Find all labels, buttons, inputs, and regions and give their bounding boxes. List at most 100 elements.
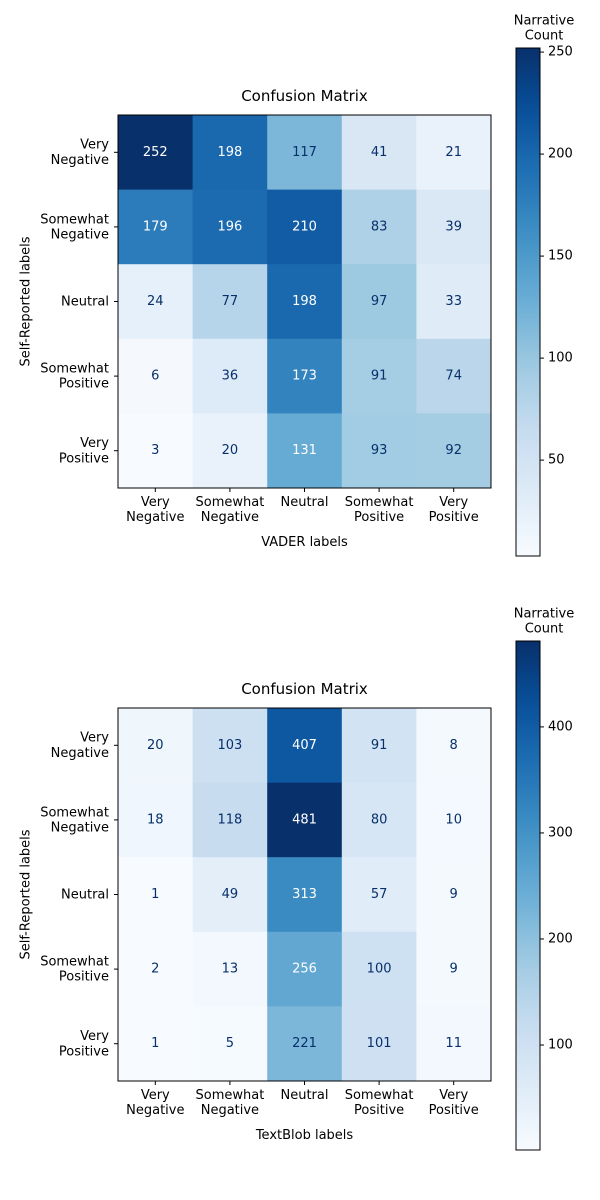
heatmap-cell xyxy=(267,931,343,1007)
cell-value-label: 11 xyxy=(445,1036,462,1051)
cell-value-label: 24 xyxy=(147,294,164,309)
heatmap-cell xyxy=(341,189,417,265)
y-tick-label: Neutral xyxy=(61,887,109,902)
heatmap-cell xyxy=(416,708,492,783)
x-tick-label: Somewhat Positive xyxy=(345,1088,414,1118)
cell-value-label: 256 xyxy=(292,962,317,977)
cell-value-label: 83 xyxy=(371,219,388,234)
heatmap-cell xyxy=(118,708,193,783)
y-tick-label: Very Positive xyxy=(59,1029,109,1059)
heatmap-cell xyxy=(192,413,268,489)
x-tick-label: Somewhat Positive xyxy=(345,495,414,525)
heatmap-cell xyxy=(118,189,193,265)
heatmap-cell xyxy=(341,1006,417,1082)
heatmap-cell xyxy=(341,782,417,858)
heatmap-cell xyxy=(416,115,492,190)
heatmap-cell xyxy=(192,931,268,1007)
cell-value-label: 103 xyxy=(217,738,242,753)
cell-value-label: 100 xyxy=(367,962,392,977)
cell-value-label: 57 xyxy=(371,887,388,902)
colorbar xyxy=(515,640,541,1151)
colorbar-tick-label: 150 xyxy=(548,249,573,264)
cell-value-label: 101 xyxy=(367,1036,392,1051)
heatmap-cell xyxy=(267,338,343,414)
y-axis-label: Self-Reported labels xyxy=(19,236,34,366)
cell-value-label: 1 xyxy=(151,1036,159,1051)
cell-value-label: 117 xyxy=(292,145,317,160)
cell-value-label: 91 xyxy=(371,738,388,753)
heatmap-cell xyxy=(267,189,343,265)
heatmap-cell xyxy=(192,115,268,190)
heatmap-cell xyxy=(118,264,193,340)
y-tick-label: Very Positive xyxy=(59,436,109,466)
colorbar-label: Narrative Count xyxy=(514,606,575,636)
chart-title: Confusion Matrix xyxy=(241,87,368,105)
x-tick-label: Neutral xyxy=(281,1088,329,1103)
heatmap-cell xyxy=(267,708,343,783)
cell-value-label: 2 xyxy=(151,962,159,977)
cell-value-label: 131 xyxy=(292,443,317,458)
cell-value-label: 198 xyxy=(292,294,317,309)
cell-value-label: 5 xyxy=(226,1036,234,1051)
heatmap-cell xyxy=(341,708,417,783)
x-axis-label: TextBlob labels xyxy=(255,1128,354,1143)
chart-title: Confusion Matrix xyxy=(241,680,368,698)
cell-value-label: 3 xyxy=(151,443,159,458)
y-tick-label: Somewhat Negative xyxy=(40,212,109,242)
heatmap-cell xyxy=(267,1006,343,1082)
heatmap-cell xyxy=(118,115,193,190)
x-tick-label: Very Negative xyxy=(126,495,184,525)
x-tick-label: Very Positive xyxy=(429,495,479,525)
y-tick-label: Very Negative xyxy=(51,137,110,167)
heatmap-cell xyxy=(267,264,343,340)
heatmap-cell xyxy=(192,782,268,858)
heatmap-cell xyxy=(341,264,417,340)
heatmap-cell xyxy=(341,338,417,414)
cell-value-label: 210 xyxy=(292,219,317,234)
cell-value-label: 313 xyxy=(292,887,317,902)
y-tick-label: Neutral xyxy=(61,294,109,309)
cell-value-label: 198 xyxy=(217,145,242,160)
heatmap-cell xyxy=(192,857,268,933)
cell-value-label: 92 xyxy=(445,443,462,458)
colorbar-tick-label: 100 xyxy=(548,1038,573,1053)
cell-value-label: 173 xyxy=(292,369,317,384)
confusion-matrix-textblob: 20 103 407 91 818 118 481 80 101 49 313 57 92 13 256 10… xyxy=(19,606,575,1151)
heatmap-cell xyxy=(341,115,417,190)
x-tick-label: Somewhat Negative xyxy=(195,495,264,525)
x-tick-label: Somewhat Negative xyxy=(195,1088,264,1118)
cell-value-label: 74 xyxy=(445,369,462,384)
heatmap-cell xyxy=(118,857,193,933)
heatmap-cell xyxy=(267,413,343,489)
y-tick-label: Somewhat Positive xyxy=(40,954,109,984)
cell-value-label: 196 xyxy=(217,219,242,234)
cell-value-label: 36 xyxy=(222,369,239,384)
heatmap-cell xyxy=(267,782,343,858)
y-tick-label: Somewhat Negative xyxy=(40,805,109,835)
cell-value-label: 77 xyxy=(222,294,239,309)
heatmap-cell xyxy=(416,782,492,858)
colorbar-tick-label: 200 xyxy=(548,931,573,946)
colorbar-tick-label: 200 xyxy=(548,147,573,162)
heatmap-cell xyxy=(118,931,193,1007)
x-tick-label: Neutral xyxy=(281,495,329,510)
heatmap-cell xyxy=(118,413,193,489)
colorbar xyxy=(515,47,541,557)
y-tick-label: Very Negative xyxy=(51,730,110,760)
heatmap-cell xyxy=(341,413,417,489)
cell-value-label: 1 xyxy=(151,887,159,902)
heatmap-cell xyxy=(192,338,268,414)
cell-value-label: 49 xyxy=(222,887,239,902)
cell-value-label: 41 xyxy=(371,145,388,160)
cell-value-label: 93 xyxy=(371,443,388,458)
heatmap-cell xyxy=(192,189,268,265)
heatmap-cell xyxy=(341,931,417,1007)
heatmap-cell xyxy=(416,931,492,1007)
cell-value-label: 407 xyxy=(292,738,317,753)
heatmap-cell xyxy=(416,189,492,265)
colorbar-tick-label: 400 xyxy=(548,719,573,734)
heatmap-cell xyxy=(416,338,492,414)
cell-value-label: 33 xyxy=(445,294,462,309)
cell-value-label: 481 xyxy=(292,812,317,827)
x-tick-label: Very Negative xyxy=(126,1088,184,1118)
